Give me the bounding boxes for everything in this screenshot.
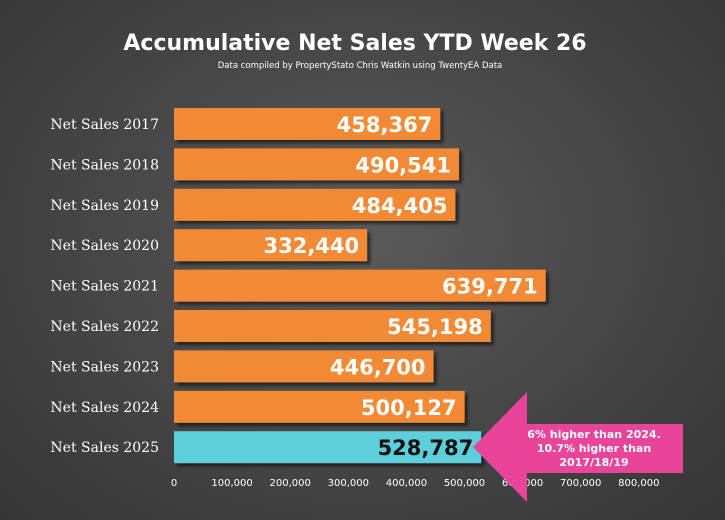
bar-value-label: 458,367 [337,113,433,137]
callout-text: 6% higher than 2024. 10.7% higher than 201… [527,428,661,469]
callout-line: 6% higher than 2024. [527,428,661,441]
bar-value-label: 446,700 [330,355,426,379]
x-tick-label: 0 [171,478,177,489]
x-tick-label: 700,000 [560,478,601,489]
category-label: Net Sales 2019 [50,198,159,214]
chart-subtitle: Data compiled by PropertyStato Chris Wat… [218,61,503,71]
bar [174,148,460,181]
bar-value-label: 500,127 [361,396,457,420]
bar-value-label: 490,541 [355,153,451,177]
bar-value-label: 639,771 [442,275,538,299]
bar-value-label: 545,198 [387,315,483,339]
chart-title: Accumulative Net Sales YTD Week 26 [123,31,586,56]
bar [174,431,482,464]
x-tick-label: 500,000 [444,478,485,489]
category-label: Net Sales 2021 [50,279,159,295]
category-label: Net Sales 2024 [50,400,159,416]
callout-arrow-shape [473,392,683,502]
bar-value-label: 528,787 [378,436,474,460]
bar [174,350,434,383]
callout-line: 10.7% higher than [537,442,651,455]
bar [174,269,546,302]
x-tick-label: 300,000 [328,478,369,489]
bar-value-label: 332,440 [263,234,359,258]
x-tick-label: 800,000 [618,478,659,489]
bar [174,229,368,262]
category-label: Net Sales 2018 [50,157,159,173]
x-tick-label: 100,000 [211,478,252,489]
bar [174,108,441,140]
bar [174,188,456,221]
callout-line: 2017/18/19 [559,456,628,469]
bar [174,310,491,342]
callout-arrow: 6% higher than 2024. 10.7% higher than 201… [473,392,683,502]
bar-group: Net Sales 2017 458,367 Net Sales 2018 490,5… [50,108,546,464]
x-tick-label: 200,000 [270,478,311,489]
x-axis: 0100,000200,000300,000400,000500,000600,… [171,478,660,489]
category-label: Net Sales 2023 [50,359,159,375]
category-label: Net Sales 2022 [50,319,159,335]
bar [174,390,465,423]
bar-value-label: 484,405 [352,194,448,218]
x-tick-label: 400,000 [386,478,427,489]
category-label: Net Sales 2020 [50,238,159,254]
category-label: Net Sales 2017 [50,117,159,133]
category-label: Net Sales 2025 [50,440,159,456]
